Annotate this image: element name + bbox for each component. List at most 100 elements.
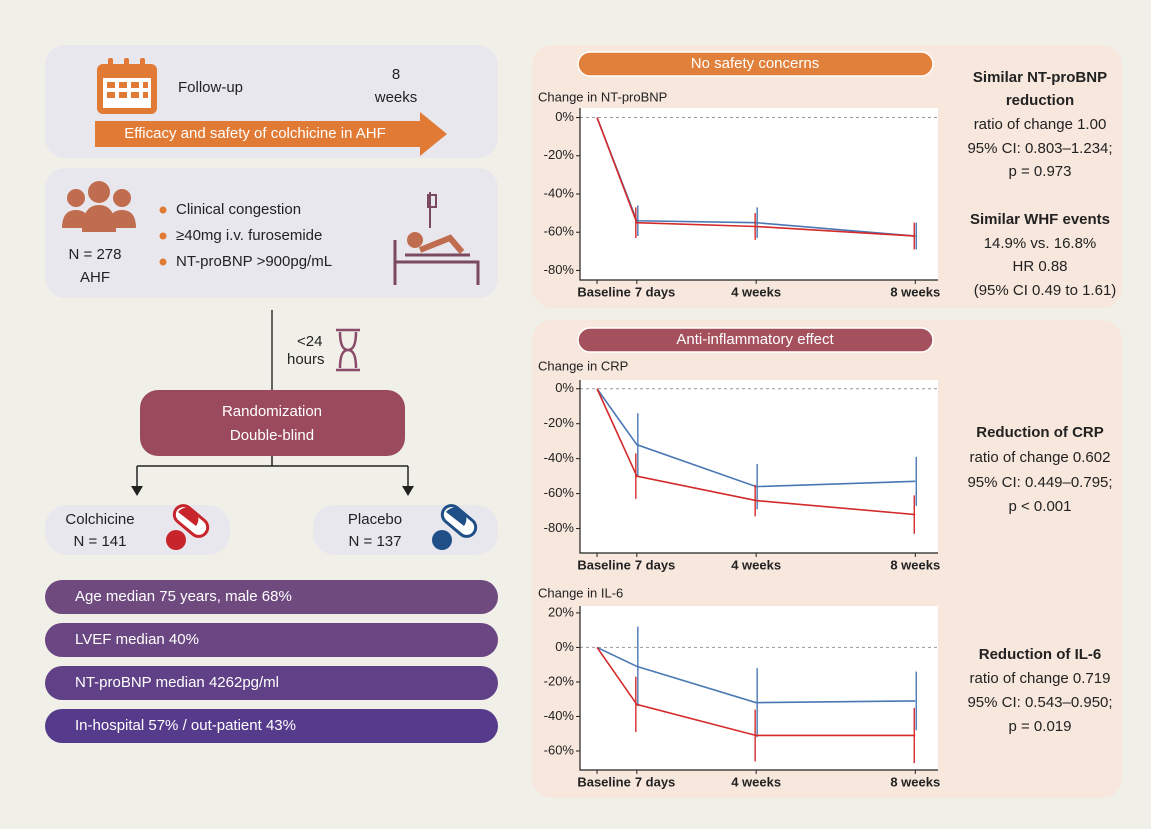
finding-line: HR 0.88 [1012, 258, 1067, 275]
followup-duration: 8 [392, 66, 400, 83]
finding-line: p = 0.019 [1009, 718, 1072, 735]
chart-title: Change in NT-proBNP [538, 89, 667, 104]
banner-text: Anti-inflammatory effect [676, 331, 834, 348]
baseline-text: In-hospital 57% / out-patient 43% [75, 717, 296, 734]
red-pill-icon [166, 504, 210, 550]
baseline-bar [45, 709, 498, 743]
x-tick-label: 8 weeks [890, 774, 940, 789]
baseline-text: LVEF median 40% [75, 631, 199, 648]
plot-area [580, 380, 938, 553]
x-tick-label: 7 days [635, 774, 675, 789]
blue-pill-icon [432, 504, 478, 550]
x-tick-label: 4 weeks [731, 774, 781, 789]
series-line [596, 388, 916, 516]
axes [579, 380, 938, 554]
y-tick-label: -20% [544, 415, 575, 430]
x-tick-label: 8 weeks [890, 284, 940, 299]
finding-heading: Similar NT-proBNP [973, 69, 1107, 86]
finding-line: 95% CI: 0.543–0.950; [967, 694, 1112, 711]
finding-heading: Reduction of IL-6 [979, 646, 1102, 663]
population-n: N = 278 [69, 246, 122, 263]
finding-line: 95% CI: 0.449–0.795; [967, 474, 1112, 491]
plot-area [580, 606, 938, 770]
arrow-heads [131, 486, 414, 496]
followup-label: Follow-up [178, 79, 243, 96]
x-tick-label: 4 weeks [731, 557, 781, 572]
bed-icon [393, 192, 480, 285]
finding-line: p < 0.001 [1009, 498, 1072, 515]
x-tick-label: 7 days [635, 284, 675, 299]
y-tick-label: 20% [548, 604, 574, 619]
finding-heading: Reduction of CRP [976, 424, 1104, 441]
timing: <24 [297, 333, 322, 350]
x-tick-label: 4 weeks [731, 284, 781, 299]
x-tick-label: 7 days [635, 557, 675, 572]
finding-line: 14.9% vs. 16.8% [984, 235, 1097, 252]
population-panel [45, 168, 498, 298]
bullet [159, 232, 167, 240]
banner-text: No safety concerns [691, 55, 819, 72]
baseline-bar [45, 666, 498, 700]
axes [579, 108, 938, 281]
series-line [596, 388, 916, 488]
finding-line: p = 0.973 [1009, 163, 1072, 180]
y-tick-label: 0% [555, 639, 574, 654]
bullet [159, 206, 167, 214]
branch-lines [136, 456, 409, 488]
y-tick-label: 0% [555, 109, 574, 124]
series-line [596, 646, 916, 737]
people-icon [62, 181, 136, 232]
chart-title: Change in CRP [538, 358, 628, 373]
followup-banner: Efficacy and safety of colchicine in AHF [124, 125, 386, 142]
plot-area [580, 108, 938, 280]
bullet [159, 258, 167, 266]
y-tick-label: -60% [544, 224, 575, 239]
arm-n: N = 137 [349, 533, 402, 550]
y-tick-label: -40% [544, 185, 575, 200]
y-tick-label: -60% [544, 742, 575, 757]
y-tick-label: -20% [544, 673, 575, 688]
finding-line: 95% CI: 0.803–1.234; [967, 140, 1112, 157]
arm-n: N = 141 [74, 533, 127, 550]
y-tick-label: -80% [544, 262, 575, 277]
x-tick-label: 8 weeks [890, 557, 940, 572]
criterion: NT-proBNP >900pg/mL [176, 253, 332, 270]
arm-name: Placebo [348, 511, 402, 528]
y-tick-label: -80% [544, 520, 575, 535]
finding-line: ratio of change 0.719 [970, 670, 1111, 687]
randomization-box [140, 390, 405, 456]
baseline-text: Age median 75 years, male 68% [75, 588, 292, 605]
population-group: AHF [80, 269, 110, 286]
randomization: Randomization [222, 403, 322, 420]
finding-line: ratio of change 0.602 [970, 449, 1111, 466]
chart-title: Change in IL-6 [538, 585, 623, 600]
baseline-text: NT-proBNP median 4262pg/ml [75, 674, 279, 691]
baseline-bar [45, 580, 498, 614]
finding-heading: Similar WHF events [970, 211, 1110, 228]
axes [579, 606, 938, 771]
y-tick-label: -40% [544, 708, 575, 723]
timing: hours [287, 351, 325, 368]
arm-name: Colchicine [65, 511, 134, 528]
banner [577, 51, 934, 77]
followup-duration: weeks [374, 89, 418, 106]
y-tick-label: -60% [544, 485, 575, 500]
banner [577, 327, 934, 353]
series-line [596, 646, 916, 704]
x-tick-label: Baseline [577, 774, 630, 789]
randomization: Double-blind [230, 427, 314, 444]
y-tick-label: -40% [544, 450, 575, 465]
finding-line: ratio of change 1.00 [974, 116, 1107, 133]
criterion: Clinical congestion [176, 201, 301, 218]
y-tick-label: 0% [555, 380, 574, 395]
x-tick-label: Baseline [577, 284, 630, 299]
banner-arrow [95, 112, 447, 156]
finding-line: (95% CI 0.49 to 1.61) [974, 282, 1117, 299]
series-line [596, 117, 916, 237]
finding-heading: reduction [1006, 92, 1074, 109]
baseline-bar [45, 623, 498, 657]
y-tick-label: -20% [544, 147, 575, 162]
hourglass-icon [336, 328, 360, 372]
criterion: ≥40mg i.v. furosemide [176, 227, 322, 244]
